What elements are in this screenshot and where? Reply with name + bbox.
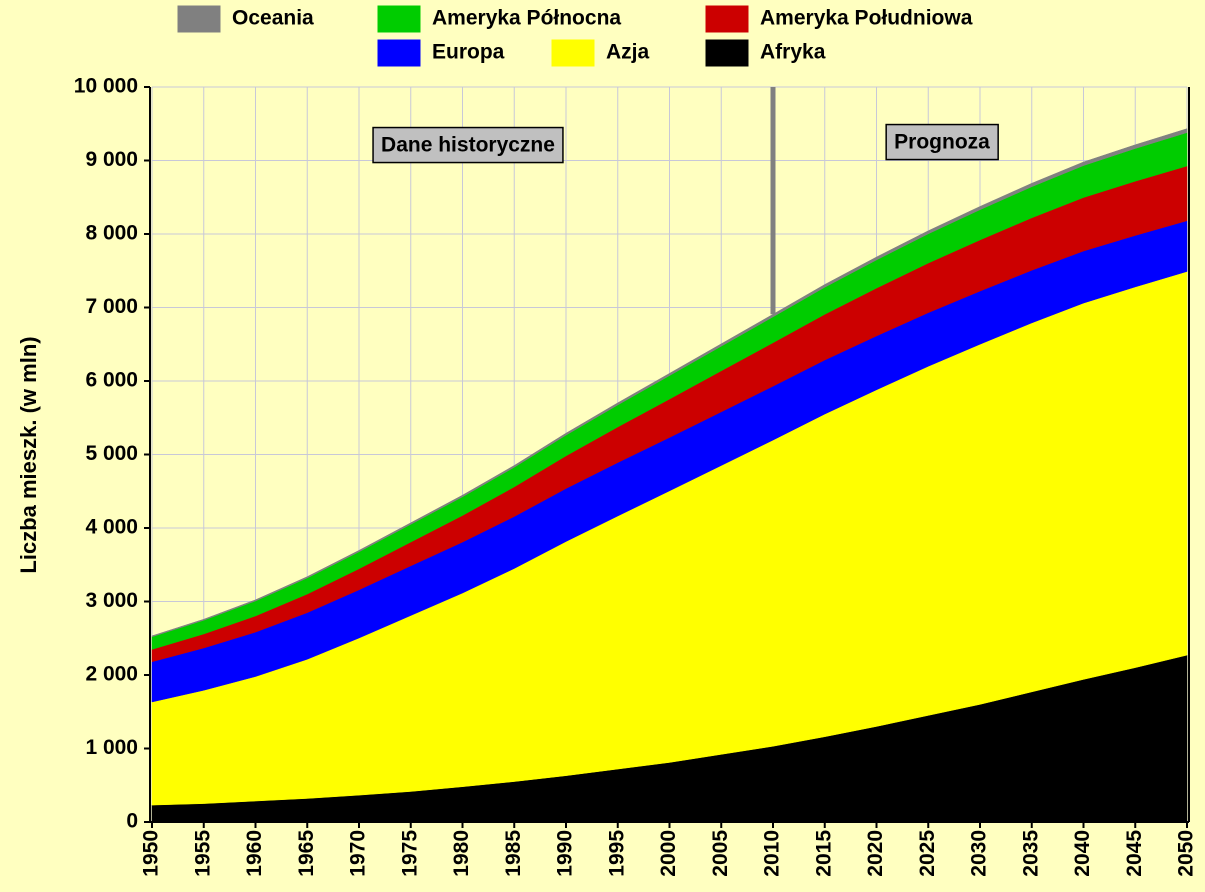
legend-swatch bbox=[377, 39, 421, 67]
x-tick-label: 1980 bbox=[450, 830, 473, 877]
x-tick-label: 1970 bbox=[347, 830, 370, 877]
x-tick-label: 1955 bbox=[191, 830, 214, 877]
legend-label: Ameryka Południowa bbox=[760, 7, 973, 30]
legend-label: Oceania bbox=[232, 7, 314, 30]
y-tick-label: 4 000 bbox=[85, 516, 138, 539]
y-tick-label: 7 000 bbox=[85, 295, 138, 318]
y-tick-label: 10 000 bbox=[74, 75, 138, 98]
x-tick-label: 1985 bbox=[502, 830, 525, 877]
x-tick-label: 2030 bbox=[968, 830, 991, 877]
y-tick-label: 0 bbox=[126, 810, 138, 833]
x-tick-label: 2015 bbox=[812, 830, 835, 877]
annotation-text: Dane historyczne bbox=[381, 134, 555, 157]
x-tick-label: 2025 bbox=[916, 830, 939, 877]
legend-swatch bbox=[177, 5, 221, 33]
y-tick-label: 9 000 bbox=[85, 148, 138, 171]
y-tick-label: 5 000 bbox=[85, 442, 138, 465]
x-tick-label: 1975 bbox=[398, 830, 421, 877]
x-tick-label: 2000 bbox=[657, 830, 680, 877]
annotation-box bbox=[885, 123, 999, 161]
y-axis-title: Liczba mieszk. (w mln) bbox=[16, 336, 41, 573]
y-tick-label: 6 000 bbox=[85, 369, 138, 392]
y-tick-label: 3 000 bbox=[85, 589, 138, 612]
x-tick-label: 2040 bbox=[1071, 830, 1094, 877]
legend-swatch bbox=[705, 5, 749, 33]
y-tick-label: 1 000 bbox=[85, 736, 138, 759]
legend-swatch bbox=[377, 5, 421, 33]
x-tick-label: 1960 bbox=[243, 830, 266, 877]
x-tick-label: 2045 bbox=[1123, 830, 1146, 877]
y-tick-label: 8 000 bbox=[85, 222, 138, 245]
x-tick-label: 2020 bbox=[864, 830, 887, 877]
x-tick-label: 2035 bbox=[1019, 830, 1042, 877]
legend-label: Azja bbox=[606, 41, 650, 64]
x-tick-label: 2005 bbox=[709, 830, 732, 877]
legend-label: Ameryka Północna bbox=[432, 7, 621, 30]
annotation: Prognoza bbox=[885, 123, 999, 161]
x-tick-label: 1995 bbox=[605, 830, 628, 877]
x-tick-label: 1950 bbox=[140, 830, 163, 877]
legend-swatch bbox=[705, 39, 749, 67]
area bbox=[151, 128, 1188, 638]
x-tick-label: 2010 bbox=[761, 830, 784, 877]
y-tick-label: 2 000 bbox=[85, 663, 138, 686]
legend-label: Europa bbox=[432, 41, 505, 64]
legend-swatch bbox=[551, 39, 595, 67]
x-tick-label: 1990 bbox=[554, 830, 577, 877]
annotation: Dane historyczne bbox=[372, 126, 564, 164]
annotation-box bbox=[372, 126, 564, 164]
x-tick-label: 1965 bbox=[295, 830, 318, 877]
annotation-text: Prognoza bbox=[894, 131, 990, 154]
x-tick-label: 2050 bbox=[1175, 830, 1198, 877]
legend-label: Afryka bbox=[760, 41, 826, 64]
